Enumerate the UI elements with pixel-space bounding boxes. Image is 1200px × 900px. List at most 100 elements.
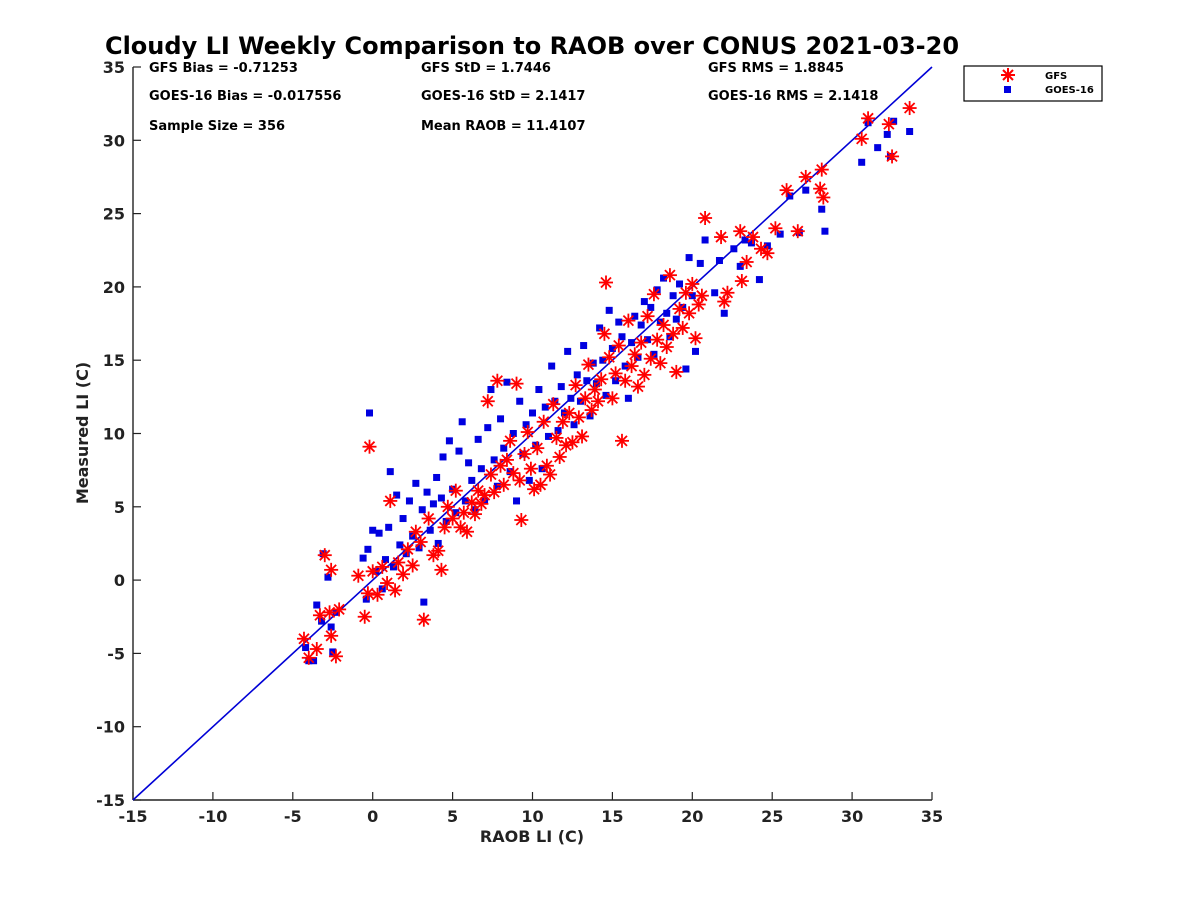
gfs-data-point bbox=[760, 246, 775, 261]
y-tick-label: 30 bbox=[103, 131, 125, 150]
goes16-data-point bbox=[647, 303, 655, 311]
gfs-data-point bbox=[602, 350, 617, 365]
gfs-data-point bbox=[312, 608, 327, 623]
goes16-data-point bbox=[369, 526, 377, 534]
gfs-data-point bbox=[523, 461, 538, 476]
goes16-data-point bbox=[439, 453, 447, 461]
goes16-data-point bbox=[906, 128, 914, 136]
goes16-data-point bbox=[487, 386, 495, 394]
goes16-data-point bbox=[679, 303, 687, 311]
gfs-data-point bbox=[388, 583, 403, 598]
gfs-data-point bbox=[861, 111, 876, 126]
goes16-data-point bbox=[564, 347, 572, 355]
gfs-data-point bbox=[546, 397, 561, 412]
goes16-data-point bbox=[557, 383, 565, 391]
gfs-data-point bbox=[375, 559, 390, 574]
goes16-data-point bbox=[497, 415, 505, 423]
gfs-data-point bbox=[643, 351, 658, 366]
y-tick-label: 25 bbox=[103, 205, 125, 224]
gfs-data-point bbox=[627, 347, 642, 362]
goes16-data-point bbox=[318, 617, 326, 625]
goes16-data-point bbox=[452, 509, 460, 517]
gfs-data-point bbox=[698, 210, 713, 225]
gfs-data-point bbox=[688, 331, 703, 346]
legend-goes-label: GOES-16 bbox=[1045, 85, 1094, 96]
goes16-data-point bbox=[393, 491, 401, 499]
x-tick-label: 20 bbox=[681, 807, 703, 826]
goes16-data-point bbox=[426, 526, 434, 534]
goes16-data-point bbox=[493, 482, 501, 490]
x-tick-label: 35 bbox=[921, 807, 943, 826]
goes16-data-point bbox=[605, 306, 613, 314]
gfs-data-point bbox=[675, 320, 690, 335]
gfs-data-point bbox=[370, 587, 385, 602]
gfs-data-point bbox=[597, 326, 612, 341]
goes16-data-point bbox=[437, 494, 445, 502]
goes16-data-point bbox=[554, 427, 562, 435]
goes16-data-point bbox=[544, 432, 552, 440]
x-tick-label: 25 bbox=[761, 807, 783, 826]
gfs-data-point bbox=[351, 568, 366, 583]
goes16-data-point bbox=[402, 550, 410, 558]
goes16-data-point bbox=[513, 497, 521, 505]
legend-gfs-marker bbox=[1001, 68, 1015, 82]
gfs-data-point bbox=[720, 285, 735, 300]
gfs-data-point bbox=[624, 359, 639, 374]
y-tick-label: 15 bbox=[103, 351, 125, 370]
legend-goes-marker bbox=[1004, 86, 1011, 93]
gfs-data-point bbox=[734, 274, 749, 289]
gfs-data-point bbox=[408, 524, 423, 539]
goes16-data-point bbox=[327, 623, 335, 631]
gfs-data-point bbox=[669, 364, 684, 379]
gfs-data-point bbox=[357, 609, 372, 624]
gfs-data-point bbox=[575, 429, 590, 444]
goes16-data-point bbox=[644, 336, 652, 344]
y-tick-label: 20 bbox=[103, 278, 125, 297]
goes16-data-point bbox=[313, 601, 321, 609]
gfs-data-point bbox=[881, 117, 896, 132]
gfs-data-point bbox=[514, 512, 529, 527]
gfs-data-point bbox=[487, 485, 502, 500]
goes16-data-point bbox=[747, 239, 755, 247]
goes16-data-point bbox=[580, 342, 588, 350]
goes16-data-point bbox=[516, 397, 524, 405]
legend-box bbox=[963, 65, 1103, 102]
x-tick-label: 15 bbox=[601, 807, 623, 826]
goes16-data-point bbox=[612, 377, 620, 385]
gfs-data-point bbox=[309, 642, 324, 657]
gfs-data-point bbox=[471, 483, 486, 498]
gfs-data-point bbox=[509, 376, 524, 391]
goes16-data-point bbox=[715, 257, 723, 265]
goes16-data-point bbox=[573, 371, 581, 379]
goes16-data-point bbox=[458, 418, 466, 426]
gfs-data-point bbox=[383, 493, 398, 508]
goes16-data-point bbox=[503, 378, 511, 386]
goes16-data-point bbox=[874, 144, 882, 152]
goes16-data-point bbox=[386, 468, 394, 476]
gfs-data-point bbox=[421, 511, 436, 526]
x-axis-label: RAOB LI (C) bbox=[480, 827, 584, 846]
gfs-data-point bbox=[456, 505, 471, 520]
goes16-data-point bbox=[890, 117, 898, 125]
goes16-data-point bbox=[529, 409, 536, 417]
goes16-data-point bbox=[532, 441, 540, 449]
gfs-data-point bbox=[637, 367, 652, 382]
gfs-data-point bbox=[483, 467, 498, 482]
stat-gfs-bias: GFS Bias = -0.71253 bbox=[149, 61, 298, 76]
gfs-data-point bbox=[653, 356, 668, 371]
goes16-data-point bbox=[567, 394, 575, 402]
goes16-data-point bbox=[366, 409, 374, 417]
gfs-data-point bbox=[496, 477, 511, 492]
goes16-data-point bbox=[736, 262, 744, 270]
goes16-data-point bbox=[359, 554, 367, 562]
series-gfs bbox=[296, 101, 917, 665]
gfs-data-point bbox=[405, 558, 420, 573]
gfs-data-point bbox=[480, 394, 495, 409]
goes16-data-point bbox=[378, 585, 386, 593]
gfs-data-point bbox=[659, 340, 674, 355]
goes16-data-point bbox=[405, 497, 413, 505]
goes16-data-point bbox=[474, 435, 482, 443]
y-tick-label: 5 bbox=[114, 498, 125, 517]
gfs-data-point bbox=[614, 433, 629, 448]
goes16-data-point bbox=[589, 359, 597, 367]
